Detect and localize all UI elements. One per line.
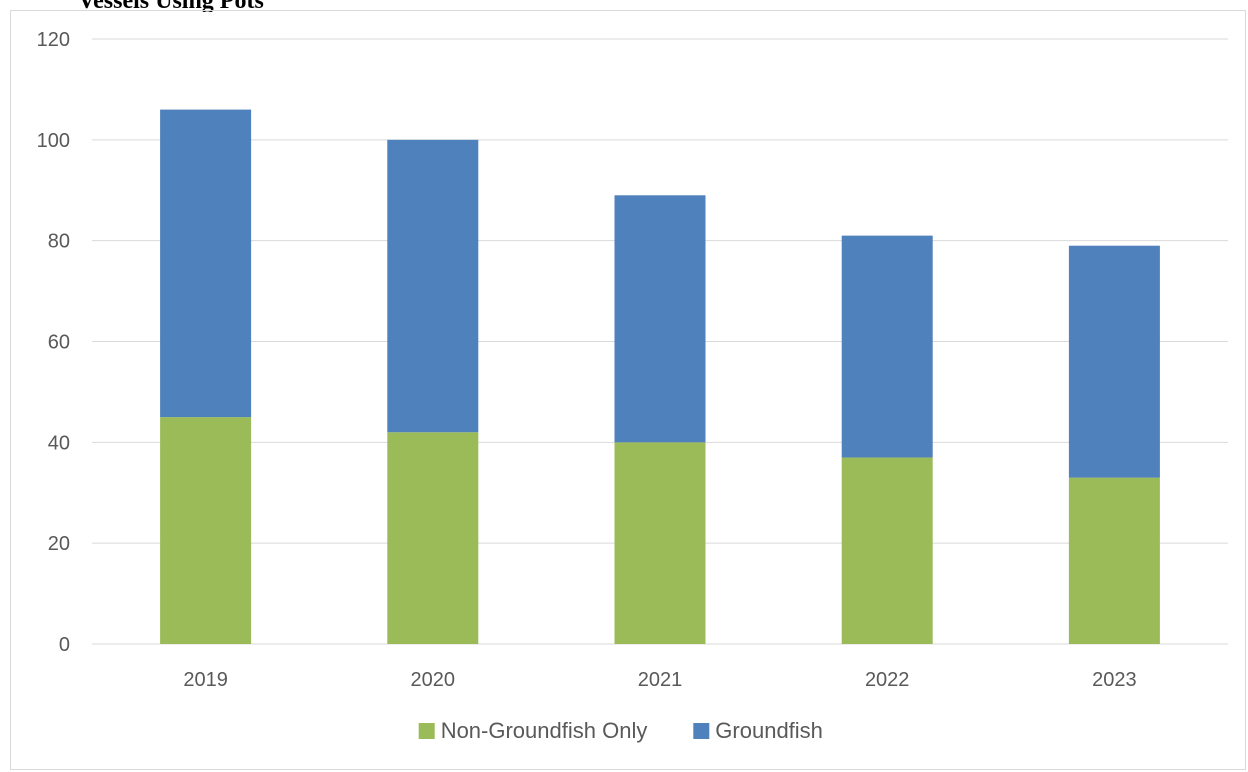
legend-label-non-groundfish: Non-Groundfish Only [441, 718, 648, 743]
bar-non-groundfish-2019 [160, 417, 252, 644]
y-tick-label-20: 20 [48, 533, 70, 555]
bar-non-groundfish-2021 [614, 442, 706, 644]
bar-non-groundfish-2020 [387, 432, 479, 644]
chart-frame [10, 10, 1246, 770]
x-tick-label-2020: 2020 [411, 669, 456, 691]
legend: Non-Groundfish Only Groundfish [418, 718, 823, 743]
bar-groundfish-2021 [614, 195, 706, 443]
y-axis-tick-labels: 0 20 40 60 80 100 120 [37, 29, 70, 656]
x-tick-label-2023: 2023 [1092, 669, 1137, 691]
y-tick-label-60: 60 [48, 332, 70, 354]
bar-groundfish-2022 [841, 235, 933, 458]
bar-groundfish-2023 [1068, 245, 1160, 478]
legend-label-groundfish: Groundfish [715, 718, 823, 743]
y-tick-label-40: 40 [48, 432, 70, 454]
legend-swatch-groundfish [693, 723, 710, 739]
clipped-heading: Vessels Using Pots [78, 0, 338, 12]
bar-non-groundfish-2023 [1068, 477, 1160, 644]
x-tick-label-2019: 2019 [183, 669, 228, 691]
clipped-heading-text: Vessels Using Pots [78, 0, 264, 12]
y-tick-label-120: 120 [37, 29, 70, 51]
x-tick-label-2021: 2021 [638, 669, 683, 691]
bar-groundfish-2019 [160, 109, 252, 418]
bar-non-groundfish-2022 [841, 457, 933, 644]
y-tick-label-0: 0 [59, 634, 70, 656]
bar-groundfish-2020 [387, 139, 479, 433]
x-tick-label-2022: 2022 [865, 669, 910, 691]
legend-swatch-non-groundfish [418, 723, 435, 739]
y-tick-label-100: 100 [37, 130, 70, 152]
bars [160, 109, 1160, 644]
x-axis-tick-labels: 2019 2020 2021 2022 2023 [183, 669, 1136, 691]
y-tick-label-80: 80 [48, 231, 70, 253]
